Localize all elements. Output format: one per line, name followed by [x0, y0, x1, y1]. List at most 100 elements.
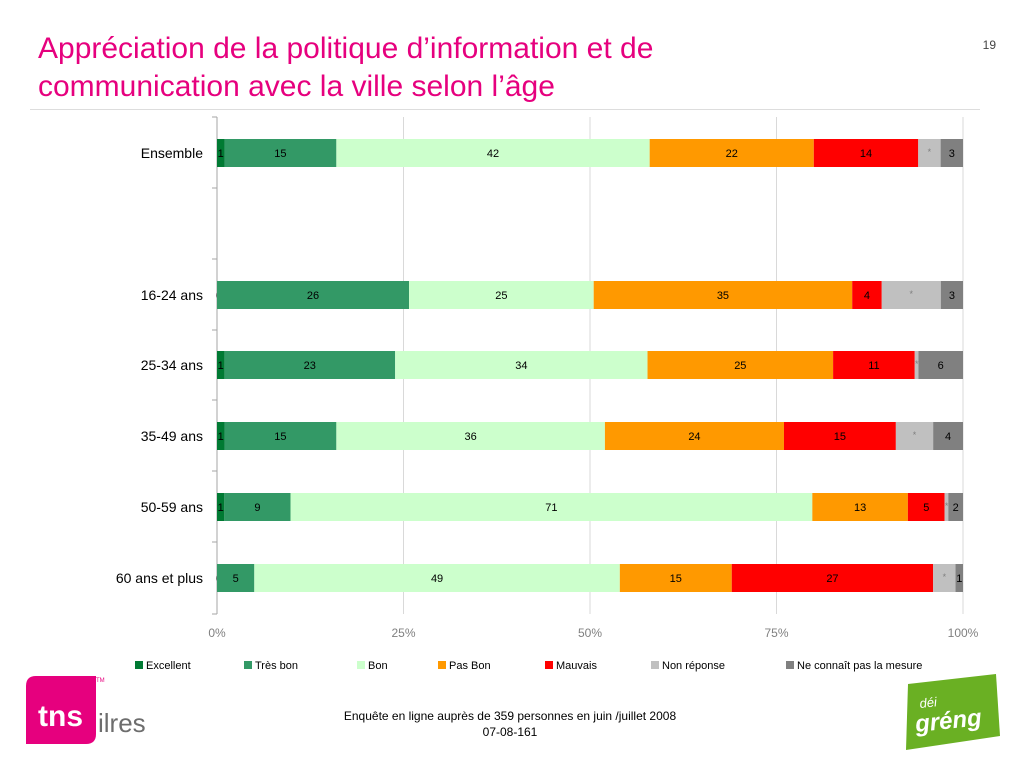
- stacked-bar-chart: 0% 25% 50% 75% 100%Ensemble 1 15 42 22 14 * 316-24 …: [116, 116, 979, 672]
- data-label: 1: [218, 360, 224, 372]
- data-label: *: [915, 359, 919, 369]
- legend-label: Mauvais: [556, 660, 597, 672]
- bar-segment: [217, 564, 255, 592]
- x-tick-label: 75%: [764, 626, 788, 640]
- tns-logo-mark: tns: [38, 700, 83, 733]
- bar-segment: [224, 422, 337, 450]
- bar-segment: [918, 139, 941, 167]
- survey-footnote-line-2: 07-08-161: [482, 725, 538, 739]
- bar-segment: [918, 351, 963, 379]
- bar-segment: [944, 493, 949, 521]
- tns-logo-tm: TM: [96, 678, 105, 684]
- legend-label: Bon: [368, 660, 388, 672]
- bar-segment: [783, 422, 896, 450]
- survey-footnote: Enquête en ligne auprès de 359 personnes…: [250, 708, 770, 740]
- legend-swatch: [786, 661, 794, 669]
- data-label: 42: [487, 148, 499, 160]
- bar-segment: [955, 564, 963, 592]
- data-label: 35: [717, 290, 729, 302]
- data-label: 4: [945, 431, 951, 443]
- bar-segment: [649, 139, 814, 167]
- data-label: *: [943, 572, 947, 582]
- page-title-line-1: Appréciation de la politique d’informati…: [38, 32, 654, 65]
- bar-segment: [290, 493, 813, 521]
- bar-segment: [907, 493, 945, 521]
- category-label: 50-59 ans: [141, 499, 203, 515]
- legend-label: Ne connaît pas la mesure: [797, 660, 922, 672]
- title-divider: [30, 109, 980, 110]
- category-label: Ensemble: [141, 145, 203, 161]
- bar-segment: [217, 422, 225, 450]
- tns-logo-shape: [26, 676, 96, 744]
- data-label: 1: [956, 573, 962, 585]
- data-label: *: [928, 147, 932, 157]
- bar-segment: [933, 422, 963, 450]
- bar-segment: [619, 564, 732, 592]
- data-label: *: [945, 501, 949, 511]
- data-label: 27: [826, 573, 838, 585]
- bar-segment: [813, 139, 919, 167]
- category-label: 35-49 ans: [141, 428, 203, 444]
- bar-segment: [895, 422, 934, 450]
- data-label: 5: [923, 502, 929, 514]
- data-label: 15: [274, 148, 286, 160]
- data-label: 5: [233, 573, 239, 585]
- bar-segment: [940, 281, 963, 309]
- greng-logo-shape: [906, 674, 1000, 750]
- data-label: 71: [545, 502, 557, 514]
- legend-label: Excellent: [146, 660, 191, 672]
- bar-segment: [604, 422, 784, 450]
- category-label: 25-34 ans: [141, 357, 203, 373]
- x-tick-label: 50%: [578, 626, 602, 640]
- bar-segment: [812, 493, 908, 521]
- data-label: 14: [860, 148, 872, 160]
- bar-segment: [731, 564, 934, 592]
- legend-swatch: [651, 661, 659, 669]
- data-label: 3: [949, 148, 955, 160]
- data-label: 15: [274, 431, 286, 443]
- data-label: 2: [953, 502, 959, 514]
- data-label: *: [910, 289, 914, 299]
- data-label: *: [913, 430, 917, 440]
- legend-swatch: [545, 661, 553, 669]
- x-tick-label: 25%: [391, 626, 415, 640]
- data-label: 4: [864, 290, 870, 302]
- bar-segment: [224, 493, 291, 521]
- category-label: 16-24 ans: [141, 287, 203, 303]
- bar-segment: [217, 139, 225, 167]
- legend-label: Pas Bon: [449, 660, 491, 672]
- bar-segment: [336, 139, 650, 167]
- bar-segment: [647, 351, 834, 379]
- bar-segment: [217, 351, 225, 379]
- bar-segment: [914, 351, 919, 379]
- data-label: 6: [938, 360, 944, 372]
- tns-ilres-logo: tns ilres TM: [26, 676, 146, 744]
- data-label: 23: [304, 360, 316, 372]
- data-label: 49: [431, 573, 443, 585]
- category-label: 60 ans et plus: [116, 570, 203, 586]
- data-label: 22: [726, 148, 738, 160]
- greng-logo-top: déi: [919, 694, 939, 711]
- bar-segment: [593, 281, 853, 309]
- page-number: 19: [982, 38, 996, 52]
- data-label: 1: [218, 148, 224, 160]
- data-label: 25: [734, 360, 746, 372]
- bar-segment: [395, 351, 648, 379]
- data-label: 15: [834, 431, 846, 443]
- data-label: 1: [218, 431, 224, 443]
- legend-swatch: [244, 661, 252, 669]
- bar-segment: [940, 139, 963, 167]
- data-label: 13: [854, 502, 866, 514]
- tns-logo-suffix: ilres: [98, 708, 146, 738]
- bar-segment: [833, 351, 915, 379]
- data-label: 25: [495, 290, 507, 302]
- legend-swatch: [438, 661, 446, 669]
- survey-footnote-line-1: Enquête en ligne auprès de 359 personnes…: [343, 709, 677, 723]
- bar-segment: [254, 564, 620, 592]
- x-tick-label: 0%: [208, 626, 226, 640]
- bar-segment: [217, 493, 225, 521]
- data-label: 26: [307, 290, 319, 302]
- data-label: 15: [670, 573, 682, 585]
- bar-segment: [217, 281, 410, 309]
- data-label: 3: [949, 290, 955, 302]
